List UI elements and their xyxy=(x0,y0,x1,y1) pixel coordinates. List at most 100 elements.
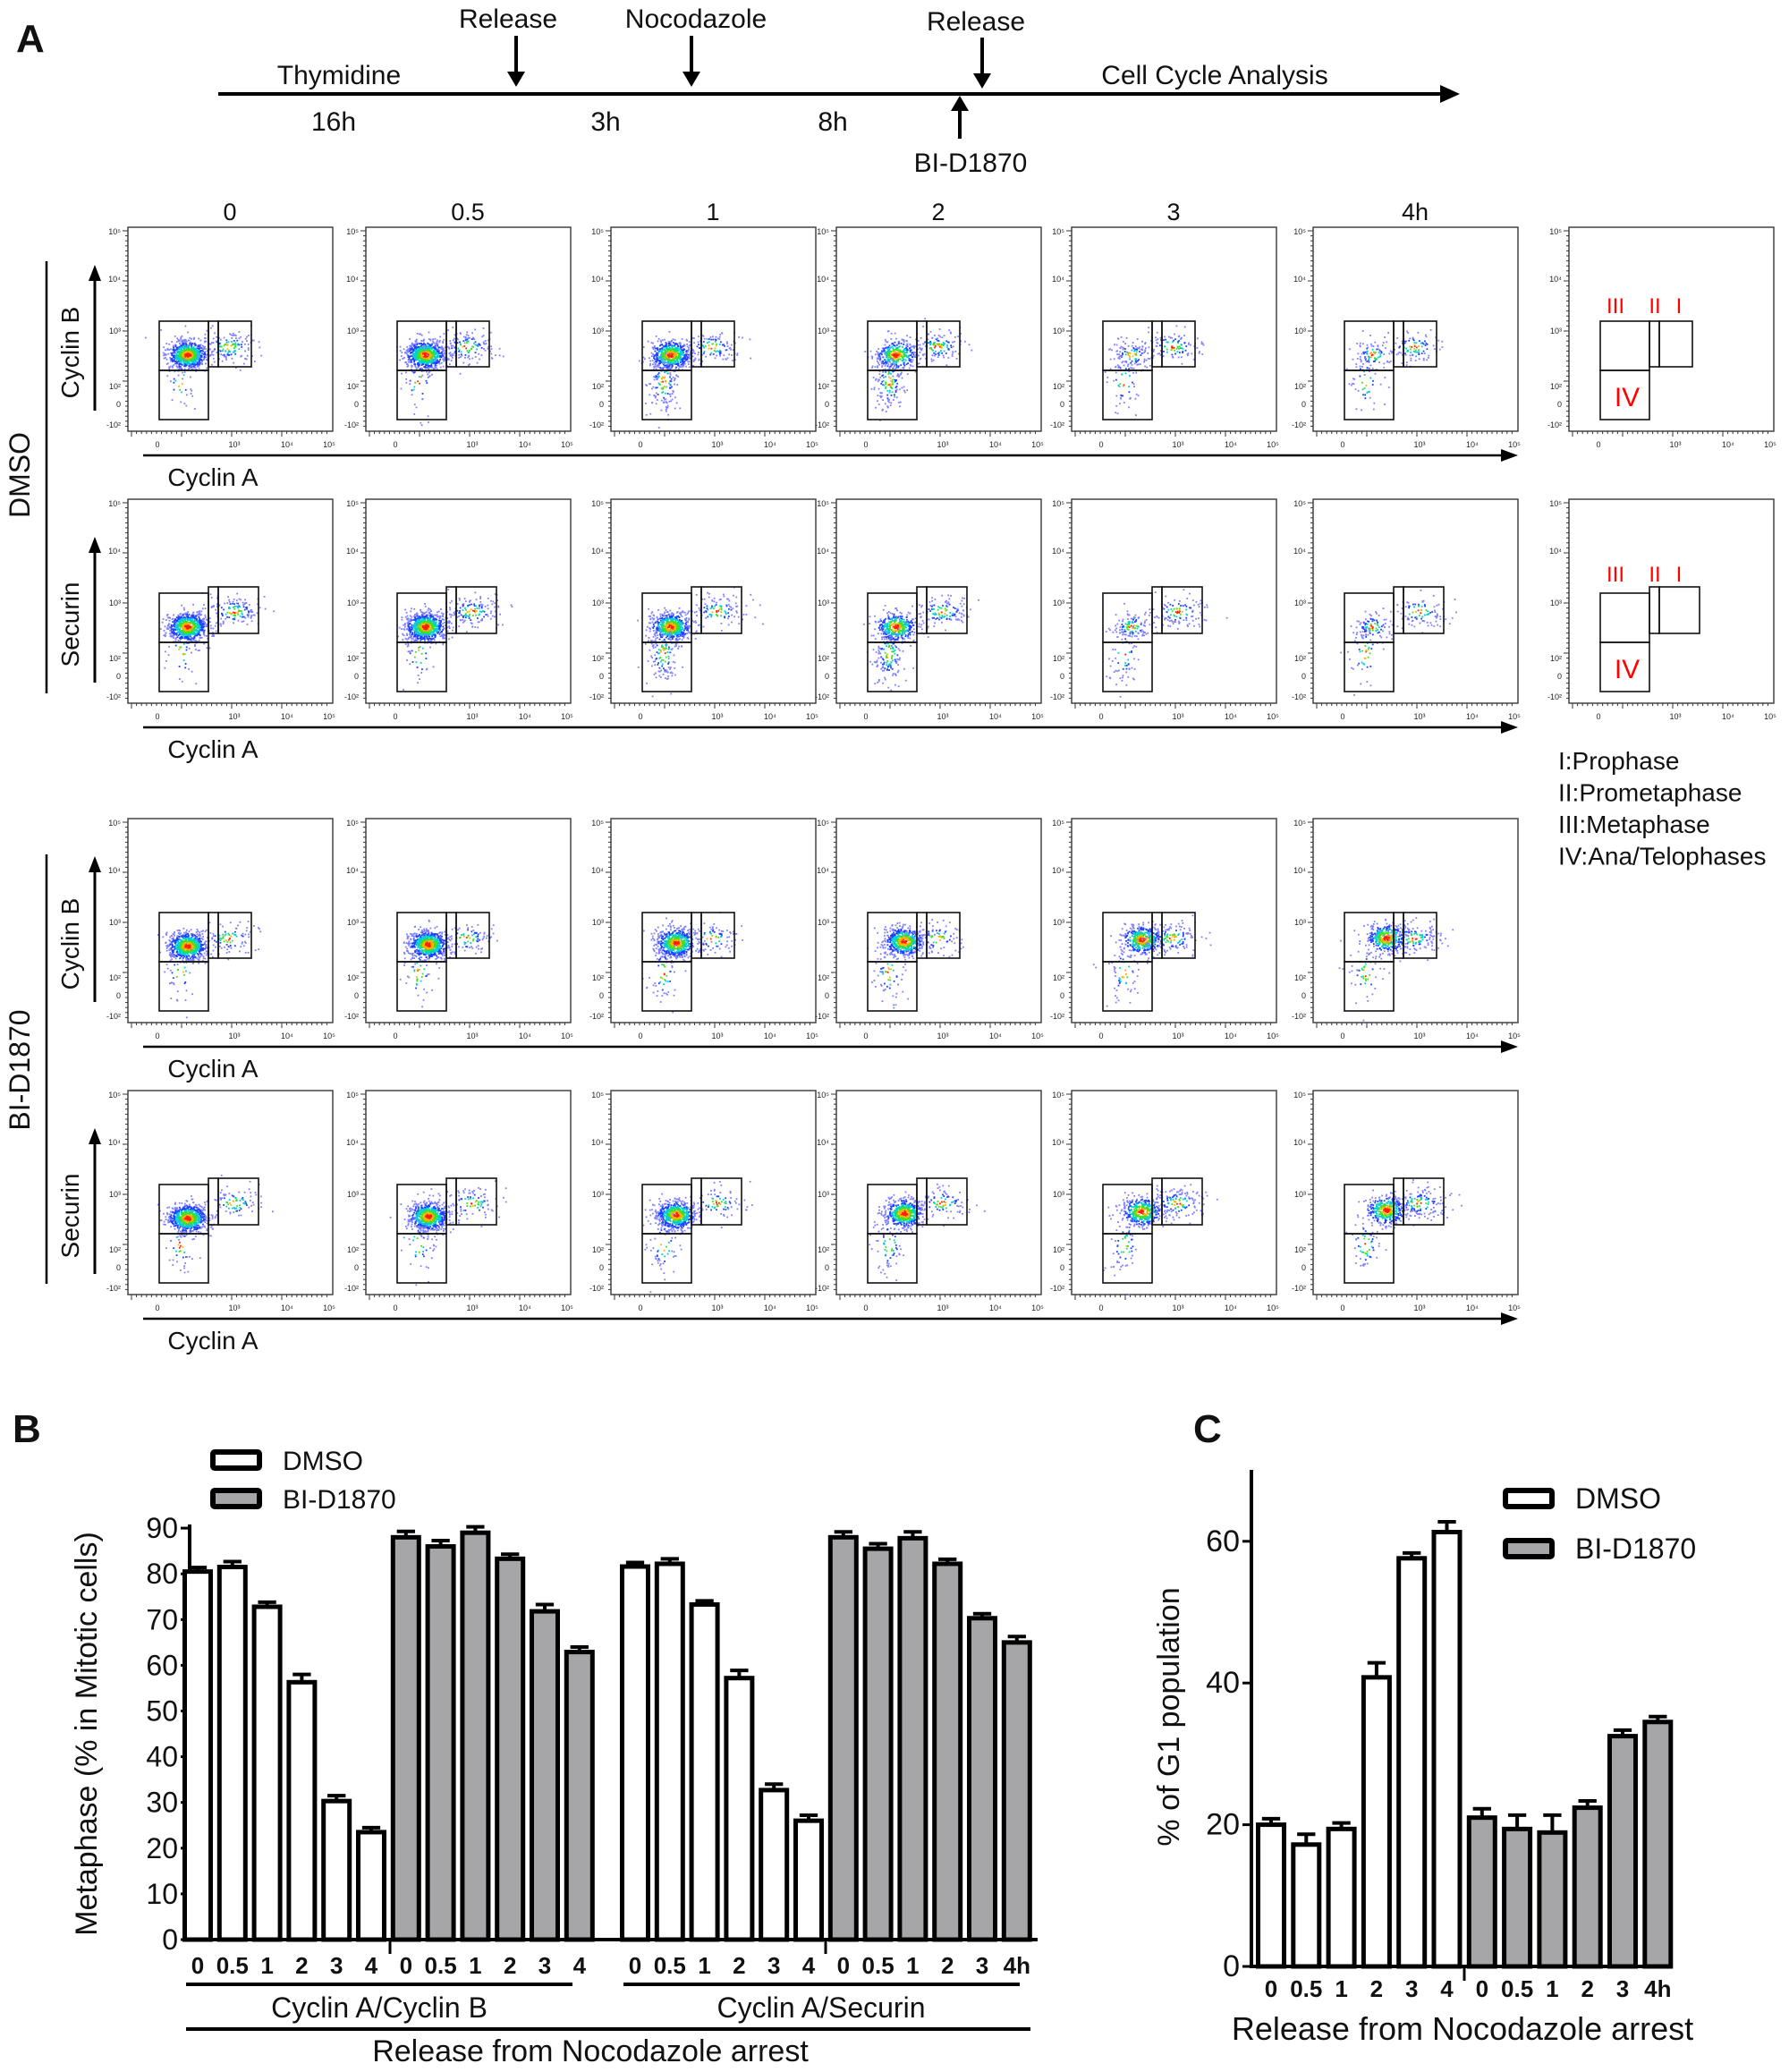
event-dot xyxy=(436,340,438,343)
event-dot xyxy=(1140,352,1143,354)
event-dot xyxy=(651,402,654,403)
event-dot xyxy=(482,343,485,344)
event-dot xyxy=(480,354,483,356)
event-dot xyxy=(408,347,411,350)
event-dot xyxy=(179,359,182,361)
event-dot xyxy=(668,331,671,333)
event-dot xyxy=(878,387,880,390)
event-dot xyxy=(178,358,180,360)
event-dot xyxy=(896,352,898,354)
event-dot xyxy=(407,361,410,363)
y-tick-label: -10² xyxy=(589,420,604,429)
event-dot xyxy=(901,360,903,361)
event-dot xyxy=(200,354,202,357)
event-dot xyxy=(190,393,192,395)
event-dot xyxy=(456,337,458,340)
event-dot xyxy=(885,359,887,361)
event-dot xyxy=(670,359,673,361)
event-dot xyxy=(181,344,182,346)
event-dot xyxy=(1128,354,1131,357)
event-dot xyxy=(1355,363,1358,365)
event-dot xyxy=(1422,343,1425,345)
event-dot xyxy=(460,351,462,353)
event-dot xyxy=(1127,363,1130,366)
event-dot xyxy=(411,394,413,396)
event-dot xyxy=(895,356,898,359)
event-dot xyxy=(665,359,667,361)
event-dot xyxy=(1176,346,1179,348)
event-dot xyxy=(1420,345,1423,348)
event-dot xyxy=(924,341,926,344)
event-dot xyxy=(442,355,445,358)
event-dot xyxy=(216,340,218,343)
event-dot xyxy=(881,352,884,353)
event-dot xyxy=(1352,358,1354,361)
event-dot xyxy=(469,358,471,361)
event-dot xyxy=(1397,352,1399,355)
event-dot xyxy=(1438,348,1441,351)
event-dot xyxy=(184,388,187,391)
event-dot xyxy=(479,358,480,361)
event-dot xyxy=(726,343,728,344)
event-dot xyxy=(411,355,412,357)
event-dot xyxy=(188,361,191,363)
event-dot xyxy=(891,387,894,389)
event-dot xyxy=(1171,347,1174,349)
event-dot xyxy=(1117,357,1120,360)
event-dot xyxy=(404,361,406,364)
y-tick-label: 10⁴ xyxy=(108,275,121,284)
event-dot xyxy=(451,353,454,355)
event-dot xyxy=(178,346,181,348)
event-dot xyxy=(197,345,199,348)
event-dot xyxy=(890,332,893,335)
label-cell-cycle-analysis: Cell Cycle Analysis xyxy=(1101,61,1327,90)
gate-iv xyxy=(1102,369,1153,420)
event-dot xyxy=(247,344,250,345)
event-dot xyxy=(653,367,656,369)
event-dot xyxy=(894,344,896,347)
event-dot xyxy=(644,358,646,361)
event-dot xyxy=(182,350,184,352)
event-dot xyxy=(182,637,184,640)
event-dot xyxy=(702,341,705,343)
event-dot xyxy=(219,342,222,344)
event-dot xyxy=(673,351,675,353)
event-dot xyxy=(474,344,477,346)
event-dot xyxy=(419,333,420,335)
event-dot xyxy=(1175,348,1178,350)
event-dot xyxy=(885,386,887,388)
event-dot xyxy=(869,350,872,352)
event-dot xyxy=(955,358,958,360)
event-dot xyxy=(437,361,439,363)
event-dot xyxy=(642,346,645,348)
event-dot xyxy=(901,338,903,341)
event-dot xyxy=(1124,343,1126,344)
event-dot xyxy=(1120,345,1123,348)
event-dot xyxy=(409,355,411,358)
event-dot xyxy=(716,350,718,352)
event-dot xyxy=(211,342,213,344)
event-dot xyxy=(178,363,181,365)
event-dot xyxy=(674,378,676,379)
event-dot xyxy=(663,366,666,369)
event-dot xyxy=(725,349,727,352)
event-dot xyxy=(1122,395,1124,397)
event-dot xyxy=(433,369,435,370)
event-dot xyxy=(190,376,191,378)
event-dot xyxy=(437,349,440,351)
event-dot xyxy=(420,364,423,366)
event-dot xyxy=(419,343,420,345)
event-dot xyxy=(875,378,877,381)
event-dot xyxy=(193,343,196,345)
event-dot xyxy=(1380,352,1383,354)
event-dot xyxy=(1348,383,1351,386)
event-dot xyxy=(683,361,685,362)
event-dot xyxy=(181,349,182,351)
event-dot xyxy=(198,355,199,358)
event-dot xyxy=(166,347,169,350)
event-dot xyxy=(896,353,899,356)
event-dot xyxy=(166,349,169,351)
event-dot xyxy=(204,333,207,335)
event-dot xyxy=(1135,393,1138,395)
event-dot xyxy=(234,345,237,348)
